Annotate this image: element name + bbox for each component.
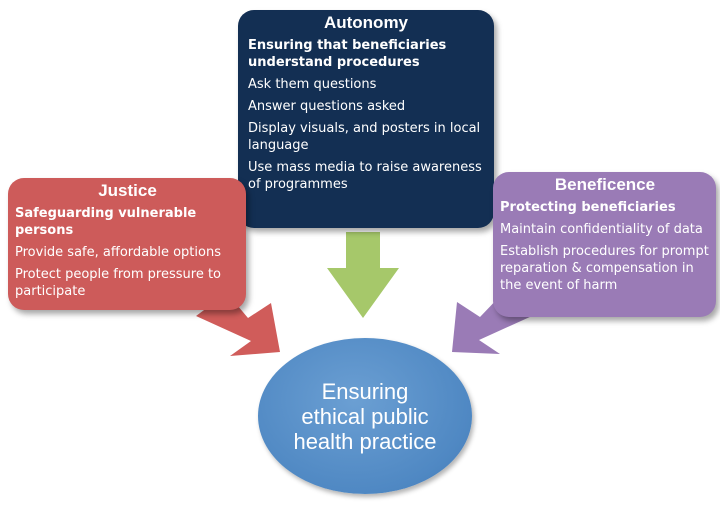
- justice-subtitle: Safeguarding vulnerable persons: [15, 206, 197, 238]
- center-ellipse: Ensuring ethical public health practice: [258, 338, 472, 494]
- justice-item: Provide safe, affordable options: [15, 245, 221, 260]
- autonomy-subtitle: Ensuring that beneficiaries understand p…: [248, 38, 447, 70]
- beneficence-item: Establish procedures for prompt reparati…: [500, 244, 709, 293]
- beneficence-subtitle: Protecting beneficiaries: [500, 200, 676, 215]
- justice-title: Justice: [98, 181, 157, 200]
- beneficence-title: Beneficence: [554, 175, 656, 194]
- beneficence-list: Maintain confidentiality of data Establi…: [500, 221, 710, 294]
- beneficence-box: Beneficence Protecting beneficiaries Mai…: [493, 172, 716, 317]
- justice-item: Protect people from pressure to particip…: [15, 267, 222, 299]
- autonomy-item: Answer questions asked: [248, 99, 406, 114]
- autonomy-box: Autonomy Ensuring that beneficiaries und…: [238, 10, 494, 228]
- arrow-autonomy-to-center: [327, 232, 399, 318]
- autonomy-item: Use mass media to raise awareness of pro…: [248, 160, 482, 192]
- autonomy-item: Display visuals, and posters in local la…: [248, 121, 481, 153]
- center-label: Ensuring ethical public health practice: [293, 378, 437, 454]
- justice-list: Provide safe, affordable options Protect…: [15, 244, 240, 300]
- autonomy-list: Ask them questions Answer questions aske…: [248, 76, 484, 193]
- justice-box: Justice Safeguarding vulnerable persons …: [8, 178, 246, 310]
- autonomy-title: Autonomy: [323, 13, 409, 32]
- beneficence-item: Maintain confidentiality of data: [500, 222, 703, 237]
- autonomy-item: Ask them questions: [248, 77, 377, 92]
